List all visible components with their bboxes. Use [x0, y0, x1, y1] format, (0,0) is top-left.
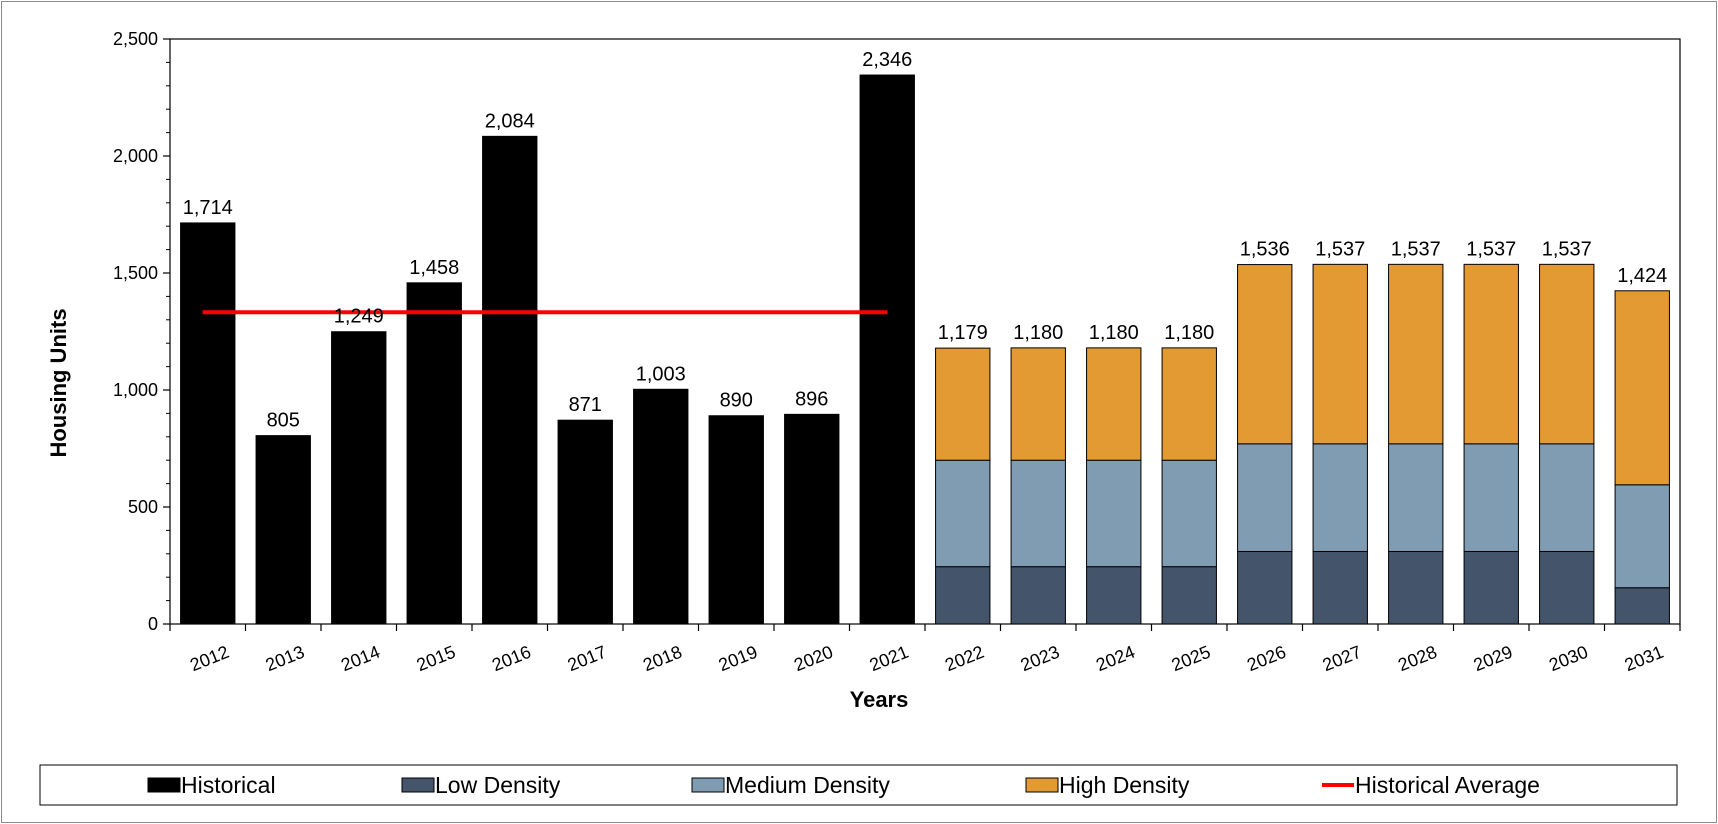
y-axis: 0 500 1,000 1,500 2,000 2,500 — [113, 29, 170, 634]
bar-historical — [331, 331, 387, 625]
data-label: 805 — [267, 410, 300, 432]
bar-low-density — [935, 566, 991, 625]
data-label: 1,180 — [1089, 322, 1139, 344]
data-label: 1,537 — [1315, 238, 1365, 260]
bar-medium-density — [1237, 443, 1293, 552]
bar-historical — [557, 419, 613, 625]
bar-medium-density — [1388, 443, 1444, 552]
legend-swatch — [401, 777, 435, 793]
bar-high-density — [935, 347, 991, 461]
data-label: 1,424 — [1617, 265, 1667, 287]
data-label: 1,003 — [636, 363, 686, 385]
x-axis-title: Years — [850, 687, 909, 712]
legend-label: High Density — [1059, 772, 1190, 798]
bar-historical — [633, 388, 689, 625]
bar-historical — [784, 413, 840, 625]
data-label: 1,536 — [1240, 239, 1290, 261]
legend-label: Medium Density — [725, 772, 890, 798]
data-label: 1,537 — [1466, 238, 1516, 260]
legend-label: Historical — [181, 772, 276, 798]
data-labels: 1,714 805 1,249 1,458 2,084 871 1,003 890 896 2,3… — [183, 49, 1668, 432]
data-label: 2,084 — [485, 110, 535, 132]
bar-high-density — [1237, 264, 1293, 445]
legend-box — [39, 764, 1678, 806]
bar-medium-density — [935, 459, 991, 568]
bar-medium-density — [1614, 484, 1670, 589]
bar-historical — [180, 222, 236, 625]
data-label: 1,179 — [938, 322, 988, 344]
bar-low-density — [1161, 566, 1217, 625]
bar-high-density — [1539, 263, 1595, 445]
plot-area — [169, 38, 1681, 625]
bar-high-density — [1614, 290, 1670, 486]
y-axis-title: Housing Units — [46, 308, 71, 457]
bar-high-density — [1463, 263, 1519, 445]
bar-low-density — [1312, 550, 1368, 625]
data-label: 1,537 — [1542, 238, 1592, 260]
data-label: 890 — [720, 390, 753, 412]
bar-medium-density — [1086, 459, 1142, 568]
bar-high-density — [1086, 347, 1142, 461]
legend-label: Historical Average — [1355, 772, 1540, 798]
bar-historical — [482, 135, 538, 625]
bar-low-density — [1614, 587, 1670, 625]
data-label: 2,346 — [862, 49, 912, 71]
bar-high-density — [1161, 347, 1217, 461]
data-label: 896 — [795, 388, 828, 410]
data-label: 1,537 — [1391, 238, 1441, 260]
data-label: 1,180 — [1164, 322, 1214, 344]
bar-historical — [255, 435, 311, 625]
bars — [180, 74, 1670, 625]
bar-low-density — [1539, 550, 1595, 625]
bar-medium-density — [1161, 459, 1217, 568]
legend: Historical Low Density Medium Density High … — [147, 772, 1540, 798]
data-label: 871 — [569, 394, 602, 416]
bar-historical — [406, 282, 462, 625]
y-tick-label: 2,500 — [113, 29, 158, 49]
y-tick-label: 2,000 — [113, 146, 158, 166]
data-label: 1,249 — [334, 306, 384, 328]
bar-medium-density — [1463, 443, 1519, 552]
data-label: 1,458 — [409, 257, 459, 279]
y-tick-label: 500 — [128, 497, 158, 517]
legend-swatch — [1025, 777, 1059, 793]
bar-high-density — [1010, 347, 1066, 461]
legend-swatch — [147, 777, 181, 793]
legend-label: Low Density — [435, 772, 561, 798]
y-tick-label: 0 — [148, 614, 158, 634]
bar-low-density — [1463, 550, 1519, 625]
bar-high-density — [1388, 263, 1444, 445]
bar-medium-density — [1010, 459, 1066, 568]
bar-low-density — [1388, 550, 1444, 625]
bar-medium-density — [1312, 443, 1368, 552]
bar-historical — [708, 415, 764, 625]
legend-swatch — [691, 777, 725, 793]
bar-historical — [859, 74, 915, 625]
bar-low-density — [1086, 566, 1142, 625]
bar-low-density — [1010, 566, 1066, 625]
y-tick-label: 1,500 — [113, 263, 158, 283]
data-label: 1,180 — [1013, 322, 1063, 344]
bar-low-density — [1237, 550, 1293, 625]
bar-medium-density — [1539, 443, 1595, 552]
bar-high-density — [1312, 263, 1368, 445]
data-label: 1,714 — [183, 197, 233, 219]
y-tick-label: 1,000 — [113, 380, 158, 400]
